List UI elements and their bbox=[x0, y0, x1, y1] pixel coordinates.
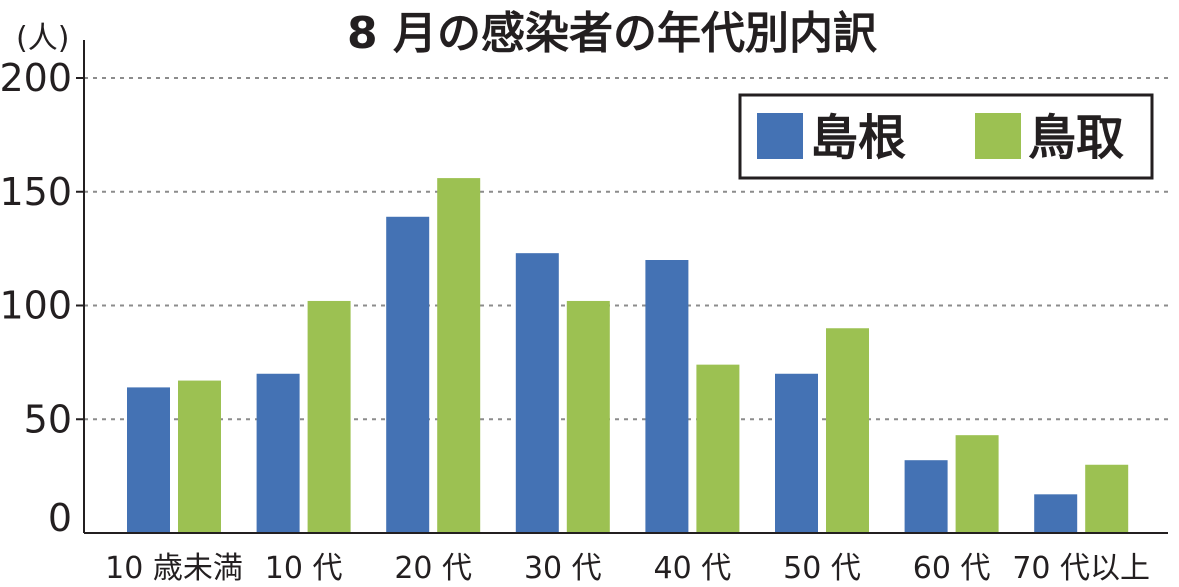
legend-label-tottori: 鳥取 bbox=[1028, 110, 1124, 166]
bar-tottori bbox=[696, 364, 740, 533]
x-tick-label: 30 代 bbox=[524, 551, 602, 586]
legend-box bbox=[738, 93, 1154, 180]
x-tick-label: 10 歳未満 bbox=[105, 551, 243, 586]
bar-tottori bbox=[307, 300, 351, 533]
y-tick-label: 200 bbox=[0, 56, 72, 100]
chart-title: 8 月の感染者の年代別内訳 bbox=[347, 8, 878, 59]
bar-shimane bbox=[515, 253, 559, 534]
legend-label-shimane: 島根 bbox=[810, 110, 906, 166]
bar-shimane bbox=[645, 260, 689, 533]
bar-tottori bbox=[1085, 464, 1129, 533]
y-tick-label: 100 bbox=[0, 284, 72, 328]
legend-swatch-shimane bbox=[757, 113, 803, 159]
legend-swatch-tottori bbox=[975, 113, 1021, 159]
gridlines bbox=[84, 77, 1168, 421]
bar-shimane bbox=[256, 373, 300, 533]
bars bbox=[127, 178, 1129, 534]
bar-shimane bbox=[127, 387, 170, 533]
x-tick-label: 10 代 bbox=[265, 551, 343, 586]
y-tick-label: 150 bbox=[0, 170, 72, 214]
bar-tottori bbox=[566, 300, 610, 533]
bar-tottori bbox=[178, 380, 221, 533]
y-tick-label: 50 bbox=[24, 397, 72, 441]
x-tick-label: 60 代 bbox=[913, 551, 991, 586]
bar-shimane bbox=[775, 373, 818, 533]
y-tick-labels: 0 50 100 150 200 bbox=[0, 56, 84, 540]
bar-tottori bbox=[955, 435, 999, 533]
x-tick-label: 40 代 bbox=[654, 551, 732, 586]
x-tick-label: 70 代以上 bbox=[1012, 551, 1150, 586]
bar-tottori bbox=[826, 328, 869, 533]
bar-tottori bbox=[437, 178, 481, 533]
y-unit-label: (人) bbox=[16, 21, 69, 56]
bar-shimane bbox=[1034, 494, 1078, 533]
bar-shimane bbox=[386, 216, 430, 533]
legend: 島根 鳥取 bbox=[738, 93, 1154, 180]
y-tick-label: 0 bbox=[48, 496, 72, 540]
x-tick-label: 50 代 bbox=[783, 551, 861, 586]
x-tick-label: 20 代 bbox=[394, 551, 472, 586]
x-tick-labels: 10 歳未満 10 代 20 代 30 代 40 代 50 代 60 代 70 代以上 bbox=[105, 551, 1150, 586]
bar-shimane bbox=[904, 460, 948, 533]
